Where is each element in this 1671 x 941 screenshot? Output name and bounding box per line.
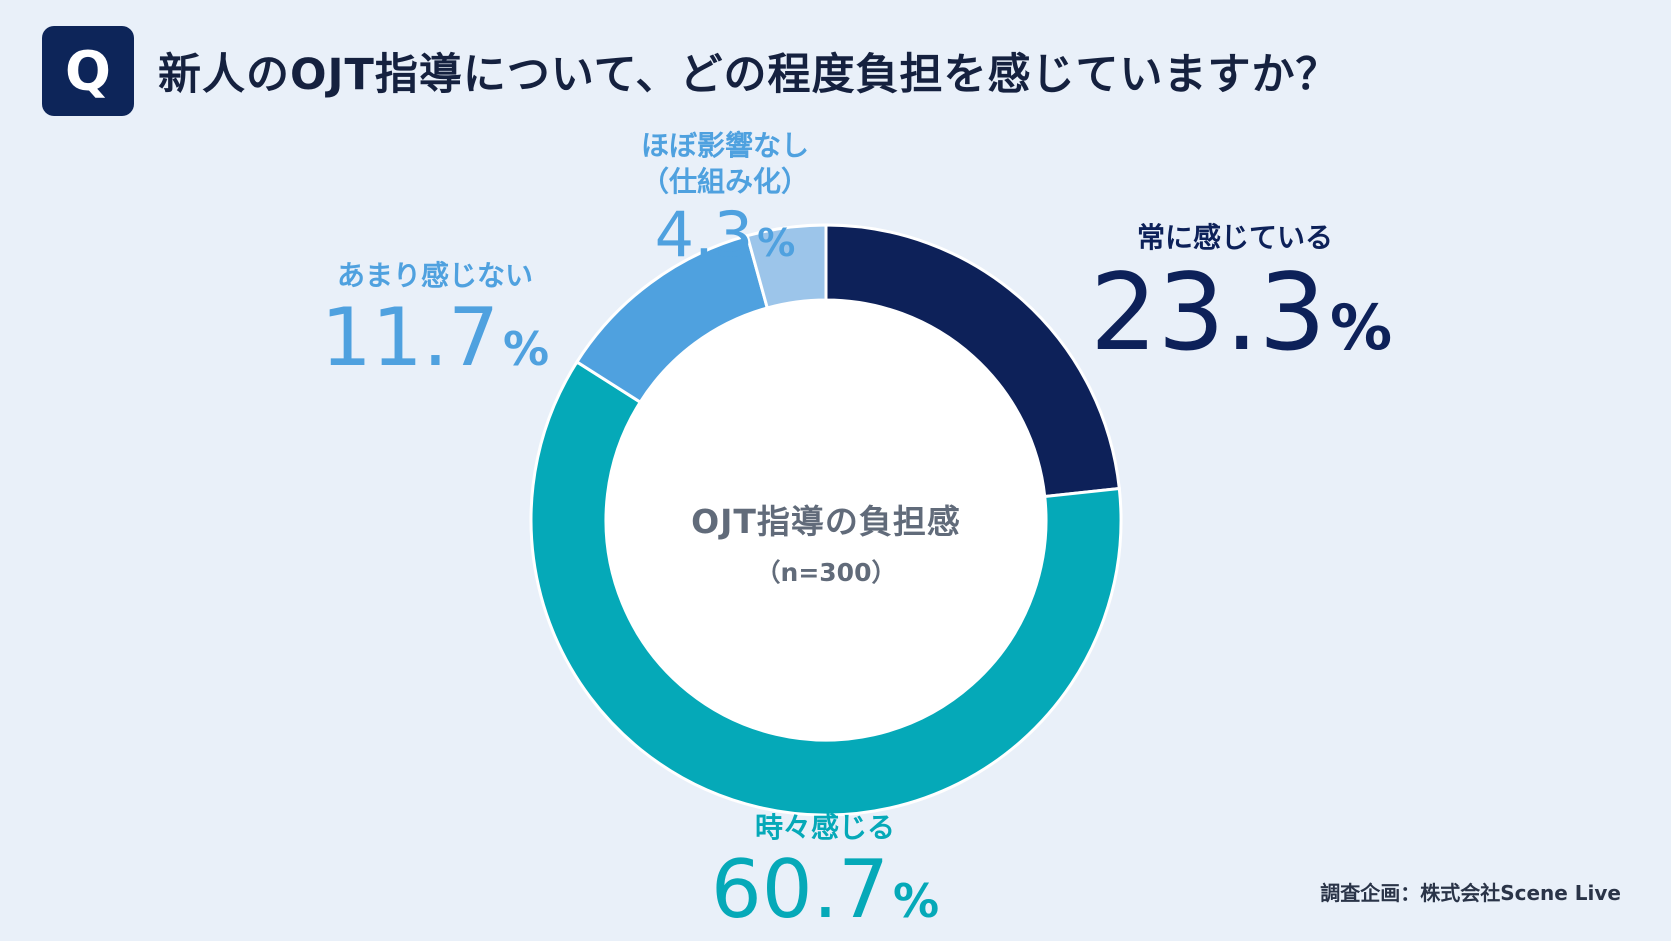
label-unit: %: [757, 221, 796, 265]
question-title: 新人のOJT指導について、どの程度負担を感じていますか？: [158, 50, 1340, 100]
sample-size: （n=300）: [755, 558, 897, 587]
slice-no-impact: [745, 223, 828, 310]
slice-sometimes: [529, 359, 1123, 817]
label-no-impact: ほぼ影響なし （仕組み化） 4.3%: [610, 128, 840, 266]
label-unit: %: [893, 874, 940, 928]
header: Q 新人のOJT指導について、どの程度負担を感じていますか？: [42, 26, 1339, 116]
label-category: ほぼ影響なし: [640, 129, 809, 162]
label-category: あまり感じない: [336, 259, 533, 292]
donut-hole: [607, 301, 1045, 739]
label-value: 23.3: [1090, 251, 1327, 374]
footer-credit: 調査企画：株式会社Scene Live: [1320, 881, 1621, 905]
label-always: 常に感じている 23.3%: [1090, 220, 1392, 366]
label-sometimes: 時々感じる 60.7%: [670, 810, 980, 930]
label-value: 4.3: [654, 198, 754, 271]
center-title: OJT指導の負担感: [691, 502, 961, 541]
label-unit: %: [503, 322, 550, 376]
label-rarely: あまり感じない 11.7%: [300, 258, 570, 378]
label-value: 60.7: [710, 843, 890, 936]
label-category: 常に感じている: [1136, 221, 1333, 254]
question-badge: Q: [42, 26, 134, 116]
label-category-sub: （仕組み化）: [640, 165, 809, 198]
label-value: 11.7: [320, 291, 500, 384]
donut-center: OJT指導の負担感 （n=300）: [526, 495, 1126, 589]
label-category: 時々感じる: [754, 811, 895, 844]
label-unit: %: [1330, 291, 1393, 364]
